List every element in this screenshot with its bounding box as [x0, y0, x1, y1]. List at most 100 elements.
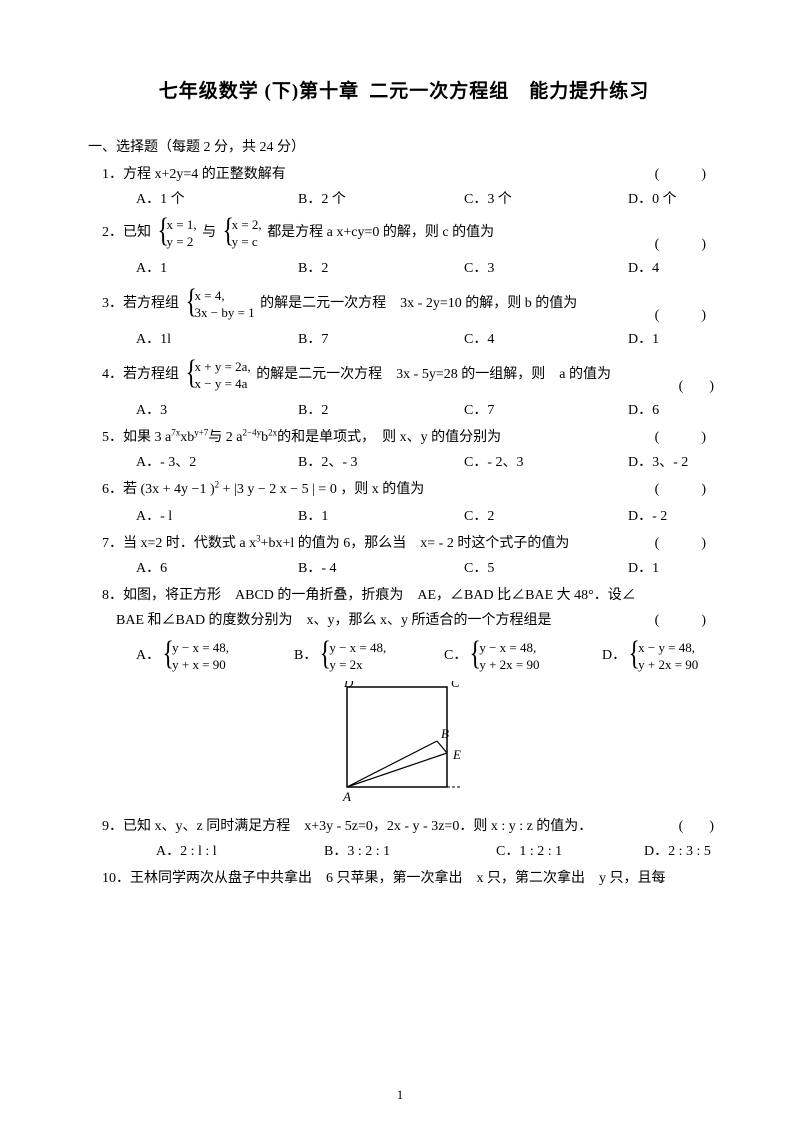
- q6-A: A．- l: [136, 506, 298, 527]
- q8-Aa: y − x = 48,: [172, 639, 229, 656]
- q6-D: D．- 2: [628, 506, 667, 527]
- svg-text:D: D: [343, 681, 354, 690]
- q7-b: +bx+l 的值为 6，那么当 x= - 2 时这个式子的值为: [261, 536, 570, 551]
- q2-sys2b: y = c: [232, 233, 262, 250]
- q8-Da: x − y = 48,: [638, 639, 698, 656]
- q2-blank: ( ): [655, 234, 720, 255]
- q9-blank: ( ): [679, 816, 720, 837]
- q3: 3．若方程组 x = 4, 3x − by = 1 的解是二元一次方程 3x -…: [102, 287, 720, 321]
- q5-e3: 2−4y: [243, 427, 262, 437]
- q5: 5．如果 3 a7xxby+7与 2 a2−4yb2x的和是单项式， 则 x、y…: [102, 427, 720, 448]
- q5-A: A．- 3、2: [136, 452, 298, 473]
- q9-C: C．1 : 2 : 1: [496, 841, 644, 862]
- q8-DL: D．: [602, 645, 626, 666]
- fold-square-icon: D C B E A: [329, 681, 479, 803]
- q2-sys1b: y = 2: [167, 233, 197, 250]
- svg-text:E: E: [452, 747, 461, 762]
- q6-C: C．2: [464, 506, 628, 527]
- q4-A: A．3: [136, 400, 298, 421]
- q3-r2: 3x − by = 1: [195, 304, 255, 321]
- q5-blank: ( ): [655, 427, 720, 448]
- page-number: 1: [0, 1085, 800, 1105]
- q8-l2: BAE 和∠BAD 的度数分别为 x、y，那么 x、y 所适合的一个方程组是: [116, 613, 552, 628]
- q5-D: D．3、- 2: [628, 452, 688, 473]
- q3-sys: x = 4, 3x − by = 1: [185, 287, 255, 321]
- q9-options: A．2 : l : l B．3 : 2 : 1 C．1 : 2 : 1 D．2 …: [156, 841, 720, 862]
- q8-B-sys: y − x = 48, y = 2x: [319, 639, 386, 673]
- q7-blank: ( ): [655, 533, 720, 554]
- q5-e4: 2x: [268, 427, 277, 437]
- title-c: 能力提升练习: [529, 81, 649, 102]
- q7-B: B．- 4: [298, 558, 464, 579]
- q6-blank: ( ): [655, 479, 720, 500]
- page: 七年级数学 (下)第十章二元一次方程组能力提升练习 一、选择题（每题 2 分，共…: [0, 0, 800, 1132]
- q7-D: D．1: [628, 558, 659, 579]
- q8-Bb: y = 2x: [329, 656, 386, 673]
- q3-suffix: 的解是二元一次方程 3x - 2y=10 的解，则 b 的值为: [260, 293, 577, 314]
- q5-e1: 7x: [171, 427, 180, 437]
- q2-sys1: x = 1, y = 2: [157, 216, 197, 250]
- q5-e: 的和是单项式， 则 x、y 的值分别为: [277, 430, 501, 445]
- q7-C: C．5: [464, 558, 628, 579]
- q6: 6．若 (3x + 4y −1 )2 + |3 y − 2 x − 5 | = …: [102, 479, 720, 500]
- q8-CL: C．: [444, 645, 467, 666]
- q5-b: xb: [180, 430, 194, 445]
- q2-C: C．3: [464, 258, 628, 279]
- q5-e2: y+7: [194, 427, 208, 437]
- q8-figure: D C B E A: [329, 681, 479, 810]
- q1-A: A．1 个: [136, 189, 298, 210]
- q9-B: B．3 : 2 : 1: [324, 841, 496, 862]
- q1-B: B．2 个: [298, 189, 464, 210]
- q8-Ba: y − x = 48,: [329, 639, 386, 656]
- q5-options: A．- 3、2 B．2、- 3 C．- 2、3 D．3、- 2: [136, 452, 720, 473]
- q3-C: C．4: [464, 329, 628, 350]
- q1: 1．方程 x+2y=4 的正整数解有 ( ): [102, 164, 720, 185]
- q8-Db: y + 2x = 90: [638, 656, 698, 673]
- q8-Cb: y + 2x = 90: [479, 656, 539, 673]
- q3-r1: x = 4,: [195, 287, 255, 304]
- q2-prefix: 2．已知: [102, 222, 151, 243]
- q8-A-sys: y − x = 48, y + x = 90: [162, 639, 229, 673]
- section-1-heading: 一、选择题（每题 2 分，共 24 分）: [88, 137, 720, 158]
- q7-A: A．6: [136, 558, 298, 579]
- q3-D: D．1: [628, 329, 659, 350]
- svg-text:B: B: [441, 726, 449, 741]
- q9-A: A．2 : l : l: [156, 841, 324, 862]
- q2-B: B．2: [298, 258, 464, 279]
- q4-sys: x + y = 2a, x − y = 4a: [185, 358, 251, 392]
- q5-c: 与 2 a: [208, 430, 242, 445]
- title: 七年级数学 (下)第十章二元一次方程组能力提升练习: [88, 78, 720, 107]
- q8: 8．如图，将正方形 ABCD 的一角折叠，折痕为 AE，∠BAD 比∠BAE 大…: [102, 585, 720, 606]
- q1-blank: ( ): [655, 164, 720, 185]
- q2-options: A．1 B．2 C．3 D．4: [136, 258, 720, 279]
- q2-D: D．4: [628, 258, 659, 279]
- q4-D: D．6: [628, 400, 659, 421]
- q1-C: C．3 个: [464, 189, 628, 210]
- q4-options: A．3 B．2 C．7 D．6: [136, 400, 720, 421]
- q9-D: D．2 : 3 : 5: [644, 841, 711, 862]
- q2-suffix: 都是方程 a x+cy=0 的解，则 c 的值为: [267, 222, 494, 243]
- q9: 9．已知 x、y、z 同时满足方程 x+3y - 5z=0，2x - y - 3…: [102, 816, 720, 837]
- q7: 7．当 x=2 时．代数式 a x3+bx+l 的值为 6，那么当 x= - 2…: [102, 533, 720, 554]
- q10-stem: 10．王林同学两次从盘子中共拿出 6 只苹果，第一次拿出 x 只，第二次拿出 y…: [102, 871, 666, 886]
- q7-a: 7．当 x=2 时．代数式 a x: [102, 536, 256, 551]
- q5-a: 5．如果 3 a: [102, 430, 171, 445]
- title-b: 二元一次方程组: [369, 81, 509, 102]
- q5-B: B．2、- 3: [298, 452, 464, 473]
- q3-A: A．1l: [136, 329, 298, 350]
- title-a: 七年级数学 (下)第十章: [159, 81, 359, 102]
- q2-sys2a: x = 2,: [232, 216, 262, 233]
- q2-A: A．1: [136, 258, 298, 279]
- q1-options: A．1 个 B．2 个 C．3 个 D．0 个: [136, 189, 720, 210]
- q8-AL: A．: [136, 645, 160, 666]
- q10: 10．王林同学两次从盘子中共拿出 6 只苹果，第一次拿出 x 只，第二次拿出 y…: [102, 868, 720, 889]
- q9-stem: 9．已知 x、y、z 同时满足方程 x+3y - 5z=0，2x - y - 3…: [102, 819, 592, 834]
- q3-blank: ( ): [655, 305, 720, 326]
- q6-b: + |3 y − 2 x − 5 | = 0 ，则 x 的值为: [219, 482, 424, 497]
- q4-C: C．7: [464, 400, 628, 421]
- q8-BL: B．: [294, 645, 317, 666]
- q6-a: 6．若 (3x + 4y −1 ): [102, 482, 215, 497]
- q6-B: B．1: [298, 506, 464, 527]
- svg-text:C: C: [451, 681, 460, 690]
- q2: 2．已知 x = 1, y = 2 与 x = 2, y = c 都是方程 a …: [102, 216, 720, 250]
